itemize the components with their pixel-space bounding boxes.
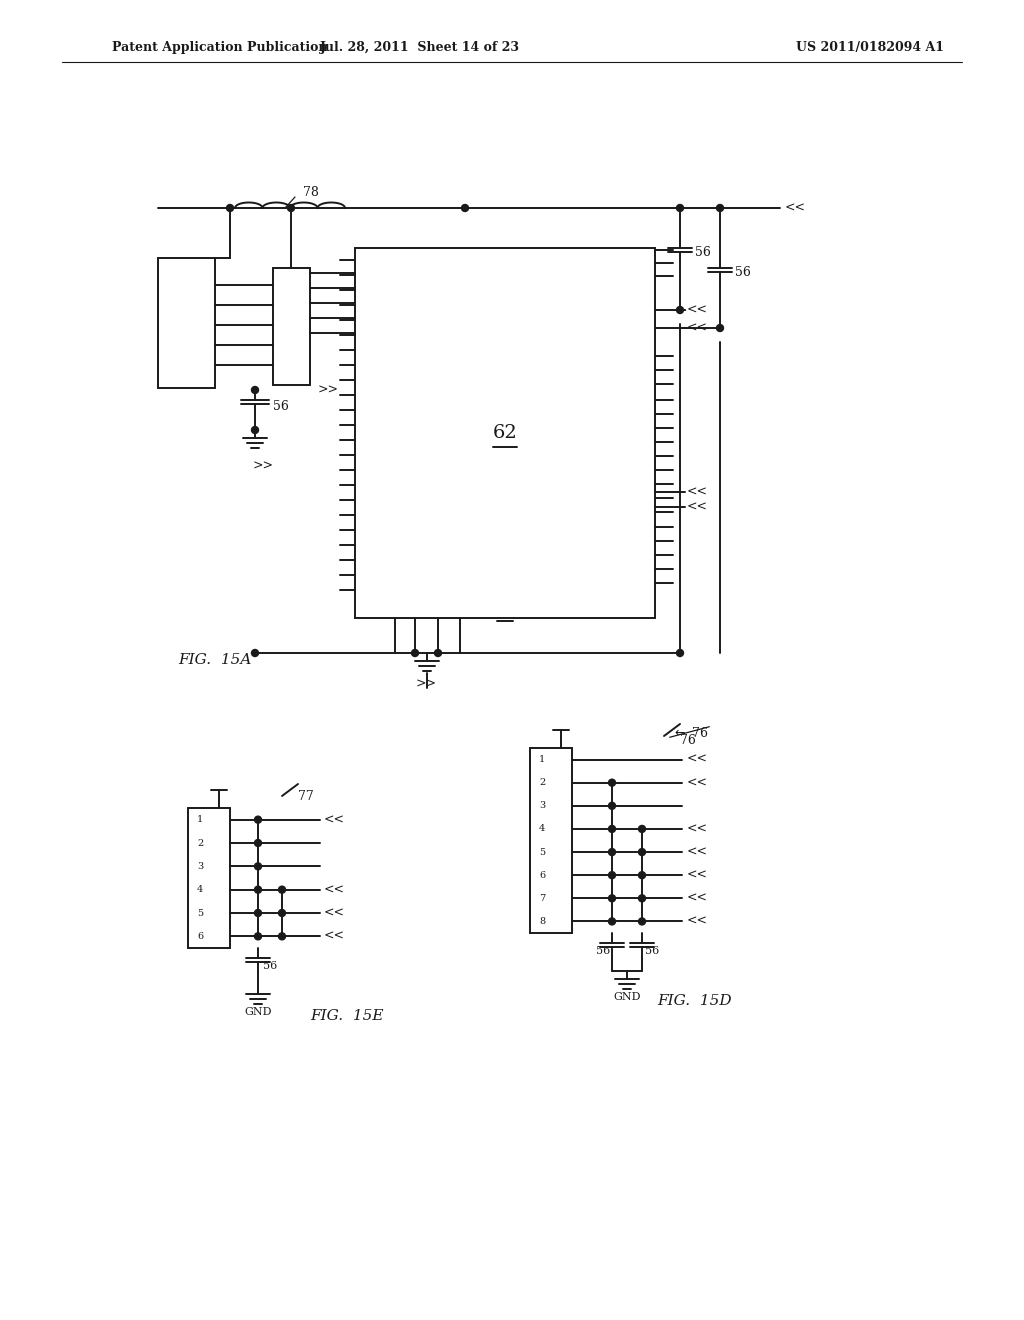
Circle shape (279, 933, 286, 940)
Text: <<: << (687, 822, 708, 836)
Circle shape (252, 387, 258, 393)
Text: 56: 56 (273, 400, 289, 412)
Bar (355, 248, 655, 618)
Circle shape (717, 325, 724, 331)
Circle shape (639, 871, 645, 879)
Text: 3: 3 (539, 801, 545, 810)
Text: 2: 2 (197, 838, 203, 847)
Circle shape (608, 779, 615, 787)
Text: 1: 1 (197, 816, 203, 824)
Text: GND: GND (613, 993, 641, 1002)
Text: FIG.  15A: FIG. 15A (178, 653, 251, 667)
Text: <<: << (785, 202, 806, 214)
Text: <<: << (687, 500, 708, 513)
Text: 5: 5 (539, 847, 545, 857)
Circle shape (255, 840, 261, 846)
Text: <<: << (687, 322, 708, 334)
Circle shape (717, 205, 724, 211)
Text: <<: << (324, 929, 345, 942)
Text: <<: << (324, 883, 345, 896)
Bar (188, 808, 230, 948)
Text: FIG.  15E: FIG. 15E (310, 1008, 384, 1023)
Circle shape (608, 803, 615, 809)
Text: <<: << (687, 892, 708, 904)
Circle shape (677, 306, 683, 314)
Circle shape (639, 895, 645, 902)
Circle shape (639, 849, 645, 855)
Bar (530, 748, 572, 933)
Circle shape (677, 649, 683, 656)
Text: 4: 4 (197, 886, 203, 894)
Circle shape (255, 886, 261, 894)
Circle shape (412, 649, 419, 656)
Text: <<: << (687, 776, 708, 789)
Text: >>: >> (416, 678, 436, 690)
Circle shape (279, 909, 286, 916)
Text: US 2011/0182094 A1: US 2011/0182094 A1 (796, 41, 944, 54)
Text: >>: >> (253, 459, 273, 473)
Text: 56: 56 (735, 267, 751, 280)
Text: $\leftarrow$ 76: $\leftarrow$ 76 (672, 726, 709, 741)
Circle shape (608, 895, 615, 902)
Text: <<: << (687, 754, 708, 766)
Text: <<: << (324, 907, 345, 920)
Circle shape (639, 917, 645, 925)
Bar (273, 268, 310, 385)
Text: 3: 3 (197, 862, 203, 871)
Circle shape (255, 816, 261, 824)
Text: 78: 78 (303, 186, 318, 199)
Circle shape (434, 649, 441, 656)
Text: FIG.  15D: FIG. 15D (657, 994, 731, 1008)
Text: >>: >> (318, 384, 339, 396)
Circle shape (255, 909, 261, 916)
Text: <<: << (687, 915, 708, 928)
Text: 6: 6 (539, 871, 545, 879)
Circle shape (608, 825, 615, 833)
Text: 6: 6 (197, 932, 203, 941)
Text: <<: << (324, 813, 345, 826)
Text: <<: << (687, 304, 708, 317)
Text: 62: 62 (493, 424, 517, 442)
Circle shape (608, 871, 615, 879)
Circle shape (608, 849, 615, 855)
Circle shape (255, 863, 261, 870)
Text: 4: 4 (539, 825, 545, 833)
Circle shape (608, 917, 615, 925)
Circle shape (677, 205, 683, 211)
Text: 76: 76 (680, 734, 696, 747)
Circle shape (288, 205, 295, 211)
Circle shape (462, 205, 469, 211)
Text: 8: 8 (539, 917, 545, 925)
Circle shape (255, 933, 261, 940)
Text: <<: << (687, 869, 708, 882)
Text: Jul. 28, 2011  Sheet 14 of 23: Jul. 28, 2011 Sheet 14 of 23 (319, 41, 520, 54)
Text: 2: 2 (539, 779, 545, 787)
Text: 5: 5 (197, 908, 203, 917)
Text: 56: 56 (645, 946, 659, 957)
Circle shape (639, 825, 645, 833)
Text: 77: 77 (298, 789, 313, 803)
Circle shape (252, 649, 258, 656)
Text: 56: 56 (263, 961, 278, 972)
Text: 7: 7 (539, 894, 545, 903)
Circle shape (279, 886, 286, 894)
Text: Patent Application Publication: Patent Application Publication (112, 41, 328, 54)
Text: <<: << (687, 486, 708, 499)
Bar (158, 257, 215, 388)
Text: 56: 56 (695, 247, 711, 260)
Text: 56: 56 (596, 946, 610, 957)
Text: 1: 1 (539, 755, 545, 764)
Circle shape (252, 426, 258, 433)
Circle shape (226, 205, 233, 211)
Text: <<: << (687, 846, 708, 858)
Text: GND: GND (245, 1007, 271, 1018)
